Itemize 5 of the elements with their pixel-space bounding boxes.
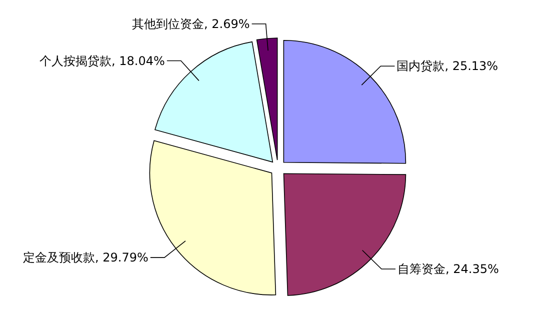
slice-label: 自筹资金, 24.35%	[398, 262, 499, 276]
slice-label: 定金及预收款, 29.79%	[23, 250, 148, 265]
slice-label: 国内贷款, 25.13%	[396, 59, 498, 74]
slice-label: 个人按揭贷款, 18.04%	[40, 54, 165, 68]
slice-label: 其他到位资金, 2.69%	[132, 16, 250, 31]
